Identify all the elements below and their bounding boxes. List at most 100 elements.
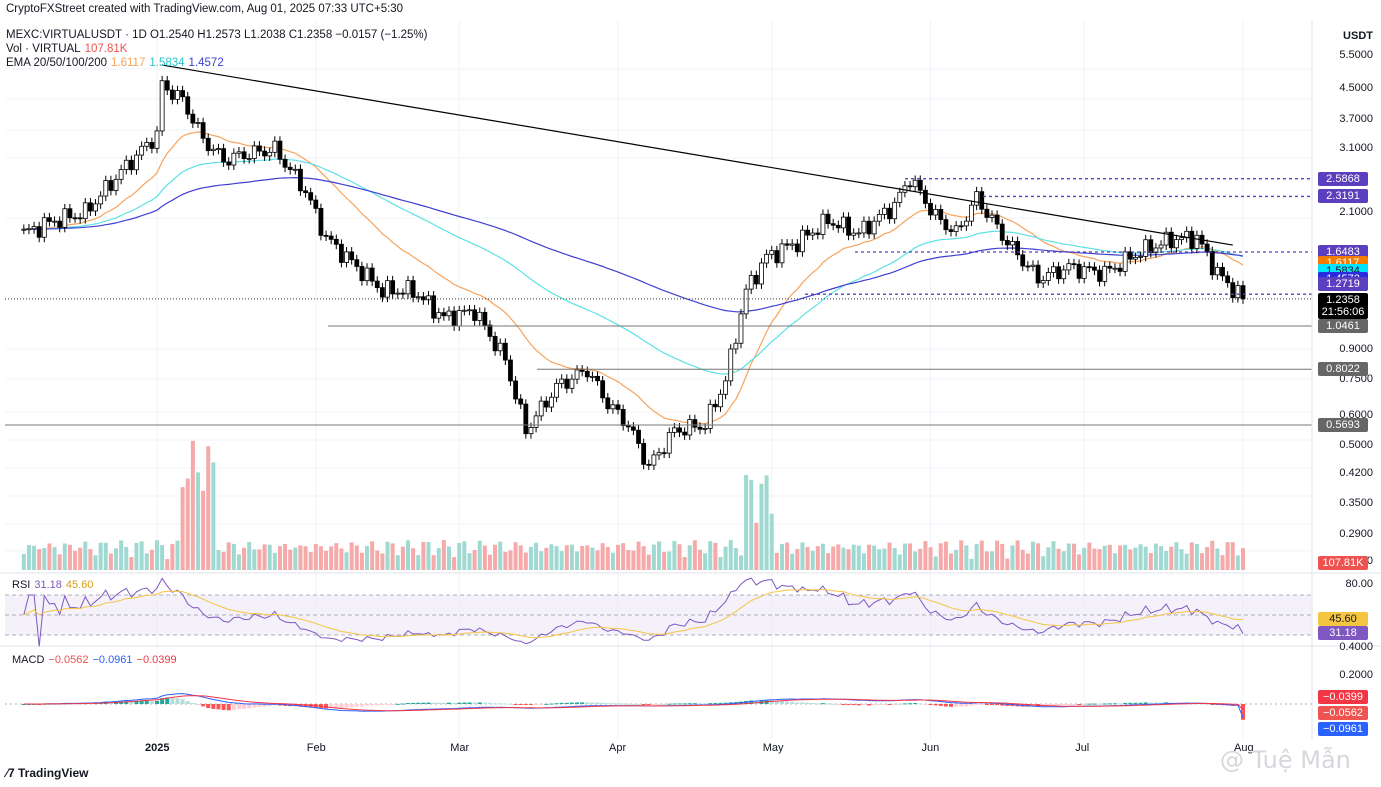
volume-bar [984,551,989,570]
symbol-ohlc-line[interactable]: MEXC:VIRTUALUSDT · 1D O1.2540 H1.2573 L1… [6,29,428,41]
tradingview-logo[interactable]: ⁄7 TradingView [6,766,88,780]
rsi-legend[interactable]: RSI 31.18 45.60 [12,578,97,592]
candle-down [636,429,641,444]
macd-signal-badge: −0.0399 [1318,690,1368,704]
macd-legend[interactable]: MACD −0.0562 −0.0961 −0.0399 [12,653,181,667]
macd-histogram-bar [354,704,359,707]
candle-up [62,208,68,228]
macd-histogram-bar [170,697,175,704]
candle-up [733,342,739,350]
volume-bar [482,545,487,570]
candle-up [989,214,995,218]
volume-bar [42,547,47,570]
ema100-value: 1.4572 [188,57,224,69]
macd-histogram-bar [641,704,646,705]
macd-histogram-bar [165,697,170,704]
volume-bar [446,546,451,570]
candle-down [543,400,549,408]
candle-up [656,452,662,456]
volume-bar [62,543,67,570]
macd-histogram [21,697,1245,720]
candle-down [431,295,437,319]
candle-up [764,253,769,264]
macd-line-badge: −0.0961 [1318,722,1368,736]
macd-histogram-bar [892,704,897,705]
candle-up [1061,269,1067,280]
candle-up [139,145,145,156]
volume-bar [1061,551,1066,570]
candle-down [646,463,652,466]
volume-bar [1128,549,1133,570]
candle-down [379,287,385,298]
macd-histogram-bar [380,704,385,706]
indicator-tick-label: 0.2000 [1339,669,1373,681]
macd-histogram-bar [252,704,257,708]
candle-down [185,96,191,115]
macd-histogram-bar [646,704,651,705]
candle-up [210,148,216,152]
macd-histogram-bar [303,704,308,708]
candle-up [21,228,27,231]
macd-histogram-bar [933,704,938,706]
candle-down [333,238,339,245]
candle-up [820,213,826,235]
volume-bar [877,549,882,570]
macd-signal-value: −0.0399 [136,654,177,666]
volume-bar [242,547,247,570]
macd-histogram-bar [195,704,200,705]
candle-down [564,378,570,389]
candle-up [651,454,657,466]
volume-bar [155,540,159,570]
candle-down [354,259,360,267]
volume-bar [1169,546,1174,570]
volume-bar [1102,545,1107,570]
macd-histogram-bar [416,702,421,704]
volume-bar [569,544,574,570]
volume-bar [738,555,743,570]
volume-bar [605,546,610,570]
macd-histogram-bar [457,702,462,704]
volume-bar [872,545,877,570]
volume-bar [759,483,764,570]
macd-histogram-bar [621,703,626,705]
volume-bar [1030,541,1035,570]
macd-histogram-bar [657,704,662,705]
macd-histogram-bar [201,704,206,707]
ema-legend[interactable]: EMA 20/50/100/200 1.6117 1.5834 1.4572 [6,56,228,70]
macd-histogram-bar [370,704,375,706]
volume-bar [897,554,902,570]
currency-label[interactable]: USDT [1343,30,1373,42]
volume-bar [1082,547,1087,570]
macd-signal-line [23,695,1244,712]
volume-bar [621,543,626,570]
macd-histogram-bar [795,702,800,704]
candle-down [677,427,682,433]
volume-bar [964,545,969,570]
macd-histogram-bar [984,704,989,705]
volume-bar [744,474,749,570]
volume-bar [708,541,713,570]
macd-histogram-bar [231,704,236,710]
volume-bar [626,549,631,570]
candle-down [502,342,508,361]
volume-bar [1000,543,1005,570]
ema100-line [23,176,1244,313]
volume-bar [477,540,482,570]
time-tick-label: 2025 [145,742,170,754]
macd-histogram-bar [1118,703,1123,705]
candle-up [1010,240,1015,246]
candle-up [723,380,729,395]
candle-up [1143,239,1149,257]
candle-down [180,90,186,98]
macd-histogram-bar [672,703,677,705]
volume-bar [841,547,846,570]
candle-up [98,195,104,205]
macd-histogram-bar [134,701,139,704]
volume-legend[interactable]: Vol · VIRTUAL 107.81K [6,42,131,56]
candle-up [446,310,452,317]
candle-down [1004,240,1010,246]
macd-histogram-bar [964,704,969,707]
volume-bar [667,551,672,570]
macd-histogram-bar [216,704,221,710]
